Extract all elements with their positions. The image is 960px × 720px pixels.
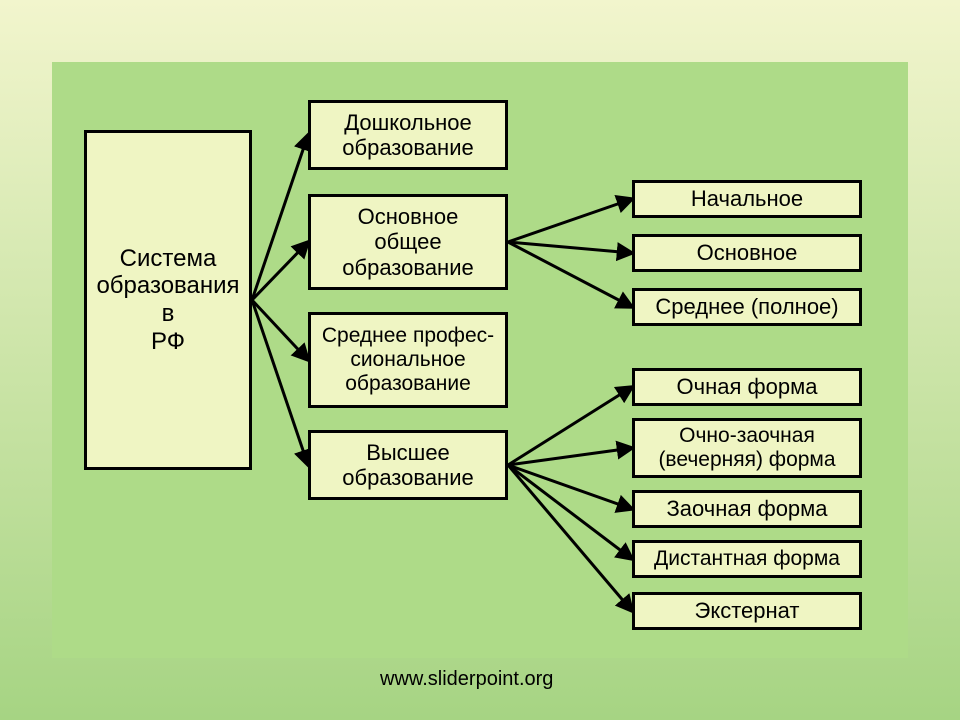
- node-gen: Основноеобщееобразование: [308, 194, 508, 290]
- node-h2: Очно-заочная(вечерняя) форма: [632, 418, 862, 478]
- footer-link[interactable]: www.sliderpoint.org: [380, 668, 553, 691]
- node-g1: Начальное: [632, 180, 862, 218]
- node-g2-label: Основное: [697, 240, 798, 265]
- node-g2: Основное: [632, 234, 862, 272]
- node-pre-label: Дошкольноеобразование: [342, 110, 473, 161]
- node-voc: Среднее профес-сиональноеобразование: [308, 312, 508, 408]
- node-g1-label: Начальное: [691, 186, 803, 211]
- node-h3-label: Заочная форма: [666, 496, 827, 521]
- node-g3-label: Среднее (полное): [655, 294, 838, 319]
- node-h1: Очная форма: [632, 368, 862, 406]
- node-h4: Дистантная форма: [632, 540, 862, 578]
- node-h4-label: Дистантная форма: [654, 547, 840, 571]
- node-h1-label: Очная форма: [677, 374, 818, 399]
- node-h5-label: Экстернат: [695, 598, 800, 623]
- node-pre: Дошкольноеобразование: [308, 100, 508, 170]
- node-g3: Среднее (полное): [632, 288, 862, 326]
- node-high-label: Высшееобразование: [342, 440, 473, 491]
- node-voc-label: Среднее профес-сиональноеобразование: [322, 324, 494, 396]
- node-gen-label: Основноеобщееобразование: [342, 204, 473, 280]
- node-high: Высшееобразование: [308, 430, 508, 500]
- node-h2-label: Очно-заочная(вечерняя) форма: [658, 424, 835, 472]
- node-root: СистемаобразованиявРФ: [84, 130, 252, 470]
- node-h3: Заочная форма: [632, 490, 862, 528]
- node-h5: Экстернат: [632, 592, 862, 630]
- node-root-label: СистемаобразованиявРФ: [96, 245, 239, 355]
